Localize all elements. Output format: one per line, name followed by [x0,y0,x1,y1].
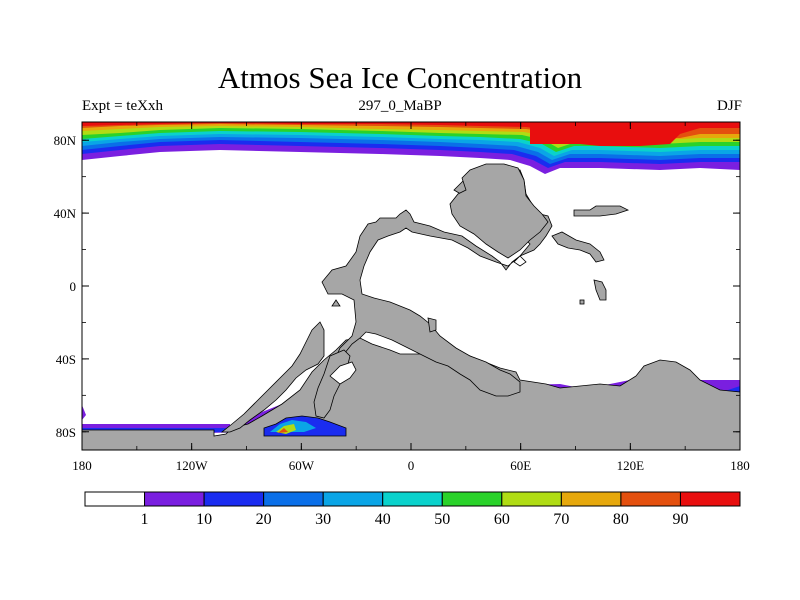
lon-tick-label: 180 [730,458,750,473]
colorbar-swatch [620,491,681,507]
experiment-label: Expt = teXxh [82,98,163,114]
lon-tick-label: 120W [176,458,209,473]
lat-tick-label: 80S [56,425,76,440]
colorbar-swatch [203,491,265,507]
colorbar-label: 50 [434,511,450,528]
colorbar-swatch [441,491,503,507]
lon-tick-label: 60W [289,458,315,473]
colorbar-label: 60 [494,511,510,528]
map-panel [81,121,741,451]
colorbar-swatch [560,491,622,507]
colorbar-swatch [322,491,384,507]
colorbar-swatch [382,491,443,507]
colorbar: 1 10 20 30 40 50 60 70 80 90 [84,491,741,528]
colorbar-label: 30 [315,511,331,528]
season-label: DJF [716,98,742,114]
period-label: 297_0_MaBP [358,98,442,114]
lat-tick-label: 80N [54,133,77,148]
lon-tick-label: 0 [408,458,415,473]
lon-tick-label: 120E [617,458,645,473]
colorbar-label: 20 [256,511,272,528]
colorbar-swatch [679,491,741,507]
lat-tick-label: 40N [54,206,77,221]
colorbar-label: 90 [672,511,688,528]
lat-tick-label: 40S [56,352,76,367]
inland-seas [329,255,527,385]
colorbar-swatch [263,491,324,507]
colorbar-swatch [144,491,205,507]
colorbar-swatch [501,491,562,507]
colorbar-label: 1 [141,511,149,528]
weddell-ice [263,415,347,437]
colorbar-label: 70 [553,511,569,528]
colorbar-swatch [84,491,146,507]
map-axes: 180 120W 60W 0 60E 120E 180 80N 40N 0 40S 80S [54,122,750,473]
lon-tick-label: 180 [72,458,92,473]
plot-title: Atmos Sea Ice Concentration [217,60,583,95]
colorbar-label: 80 [613,511,629,528]
colorbar-label: 40 [375,511,391,528]
lat-tick-label: 0 [70,279,77,294]
colorbar-label: 10 [196,511,212,528]
arctic-sea-ice [82,122,740,174]
lon-tick-label: 60E [510,458,531,473]
land-masses [81,163,741,451]
